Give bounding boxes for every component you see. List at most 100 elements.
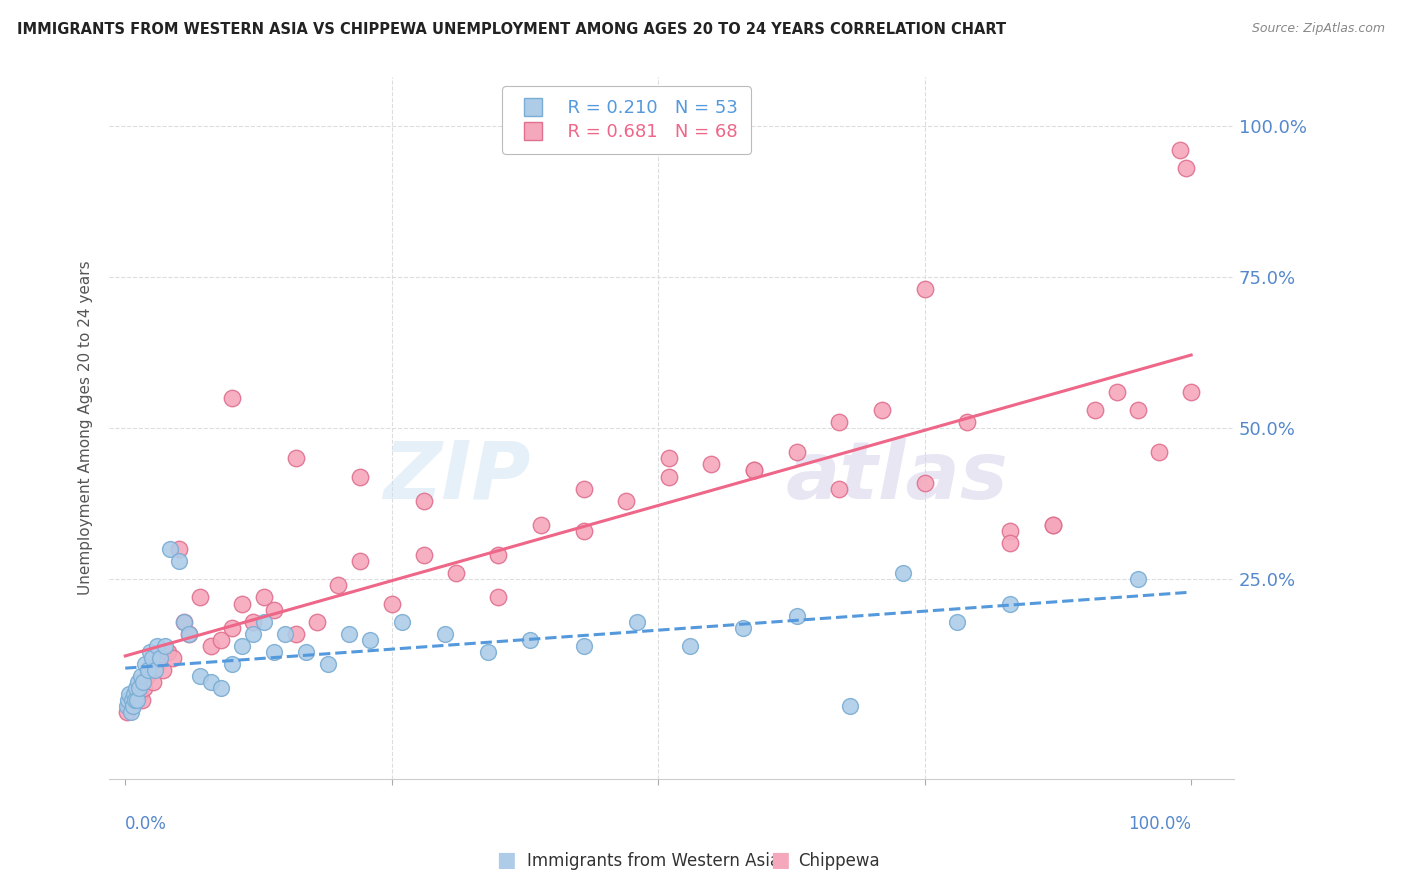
Point: [658, 451, 681, 466]
Point: [146, 657, 169, 671]
Point: [263, 645, 285, 659]
Point: [136, 663, 159, 677]
Point: [434, 626, 457, 640]
Point: [956, 415, 979, 429]
Text: atlas: atlas: [786, 438, 1010, 516]
Point: [129, 687, 152, 701]
Text: Source: ZipAtlas.com: Source: ZipAtlas.com: [1251, 22, 1385, 36]
Point: [828, 482, 851, 496]
Point: [486, 548, 509, 562]
Point: [1174, 161, 1197, 176]
Point: [121, 699, 143, 714]
Point: [786, 445, 808, 459]
Point: [412, 493, 434, 508]
Point: [120, 706, 142, 720]
Point: [253, 615, 276, 629]
Point: [412, 548, 434, 562]
Point: [129, 669, 152, 683]
Point: [839, 699, 862, 714]
Point: [124, 693, 146, 707]
Point: [998, 524, 1021, 538]
Text: ■: ■: [770, 850, 790, 870]
Point: [242, 626, 264, 640]
Point: [179, 626, 201, 640]
Point: [135, 669, 157, 683]
Point: [221, 391, 243, 405]
Point: [118, 687, 141, 701]
Point: [626, 615, 648, 629]
Point: [139, 645, 162, 659]
Point: [786, 608, 808, 623]
Point: [349, 554, 371, 568]
Point: [159, 542, 181, 557]
Point: [134, 681, 156, 695]
Point: [146, 639, 169, 653]
Point: [679, 639, 702, 653]
Point: [381, 597, 404, 611]
Point: [828, 415, 851, 429]
Point: [231, 597, 253, 611]
Point: [121, 699, 143, 714]
Point: [167, 554, 190, 568]
Point: [914, 475, 936, 490]
Y-axis label: Unemployment Among Ages 20 to 24 years: Unemployment Among Ages 20 to 24 years: [79, 260, 93, 596]
Point: [316, 657, 339, 671]
Point: [141, 651, 163, 665]
Point: [149, 651, 172, 665]
Point: [142, 675, 165, 690]
Point: [284, 451, 307, 466]
Point: [328, 578, 350, 592]
Point: [1084, 403, 1107, 417]
Point: [1147, 445, 1170, 459]
Point: [209, 681, 232, 695]
Text: Immigrants from Western Asia: Immigrants from Western Asia: [527, 852, 780, 870]
Point: [1105, 384, 1128, 399]
Point: [337, 626, 360, 640]
Point: [134, 657, 156, 671]
Point: [139, 663, 162, 677]
Point: [572, 524, 595, 538]
Point: [209, 632, 232, 647]
Point: [117, 699, 139, 714]
Point: [127, 675, 149, 690]
Point: [153, 639, 176, 653]
Point: [477, 645, 499, 659]
Point: [120, 693, 142, 707]
Point: [173, 615, 195, 629]
Point: [1170, 143, 1192, 157]
Point: [128, 681, 150, 695]
Point: [200, 639, 222, 653]
Point: [349, 469, 371, 483]
Point: [1126, 572, 1149, 586]
Point: [284, 626, 307, 640]
Point: [295, 645, 318, 659]
Point: [152, 663, 174, 677]
Point: [200, 675, 222, 690]
Point: [188, 669, 211, 683]
Point: [700, 458, 723, 472]
Point: [231, 639, 253, 653]
Point: [742, 463, 765, 477]
Point: [117, 693, 139, 707]
Text: 0.0%: 0.0%: [125, 815, 167, 833]
Point: [156, 645, 179, 659]
Text: 100.0%: 100.0%: [1128, 815, 1191, 833]
Point: [143, 663, 166, 677]
Point: [444, 566, 467, 581]
Point: [263, 602, 285, 616]
Point: [870, 403, 893, 417]
Point: [221, 657, 243, 671]
Point: [486, 591, 509, 605]
Point: [733, 621, 755, 635]
Point: [572, 639, 595, 653]
Text: ■: ■: [496, 850, 516, 870]
Point: [122, 687, 145, 701]
Point: [945, 615, 967, 629]
Text: ZIP: ZIP: [382, 438, 530, 516]
Point: [519, 632, 541, 647]
Point: [131, 693, 153, 707]
Point: [125, 681, 148, 695]
Point: [274, 626, 297, 640]
Point: [125, 693, 148, 707]
Point: [1042, 517, 1064, 532]
